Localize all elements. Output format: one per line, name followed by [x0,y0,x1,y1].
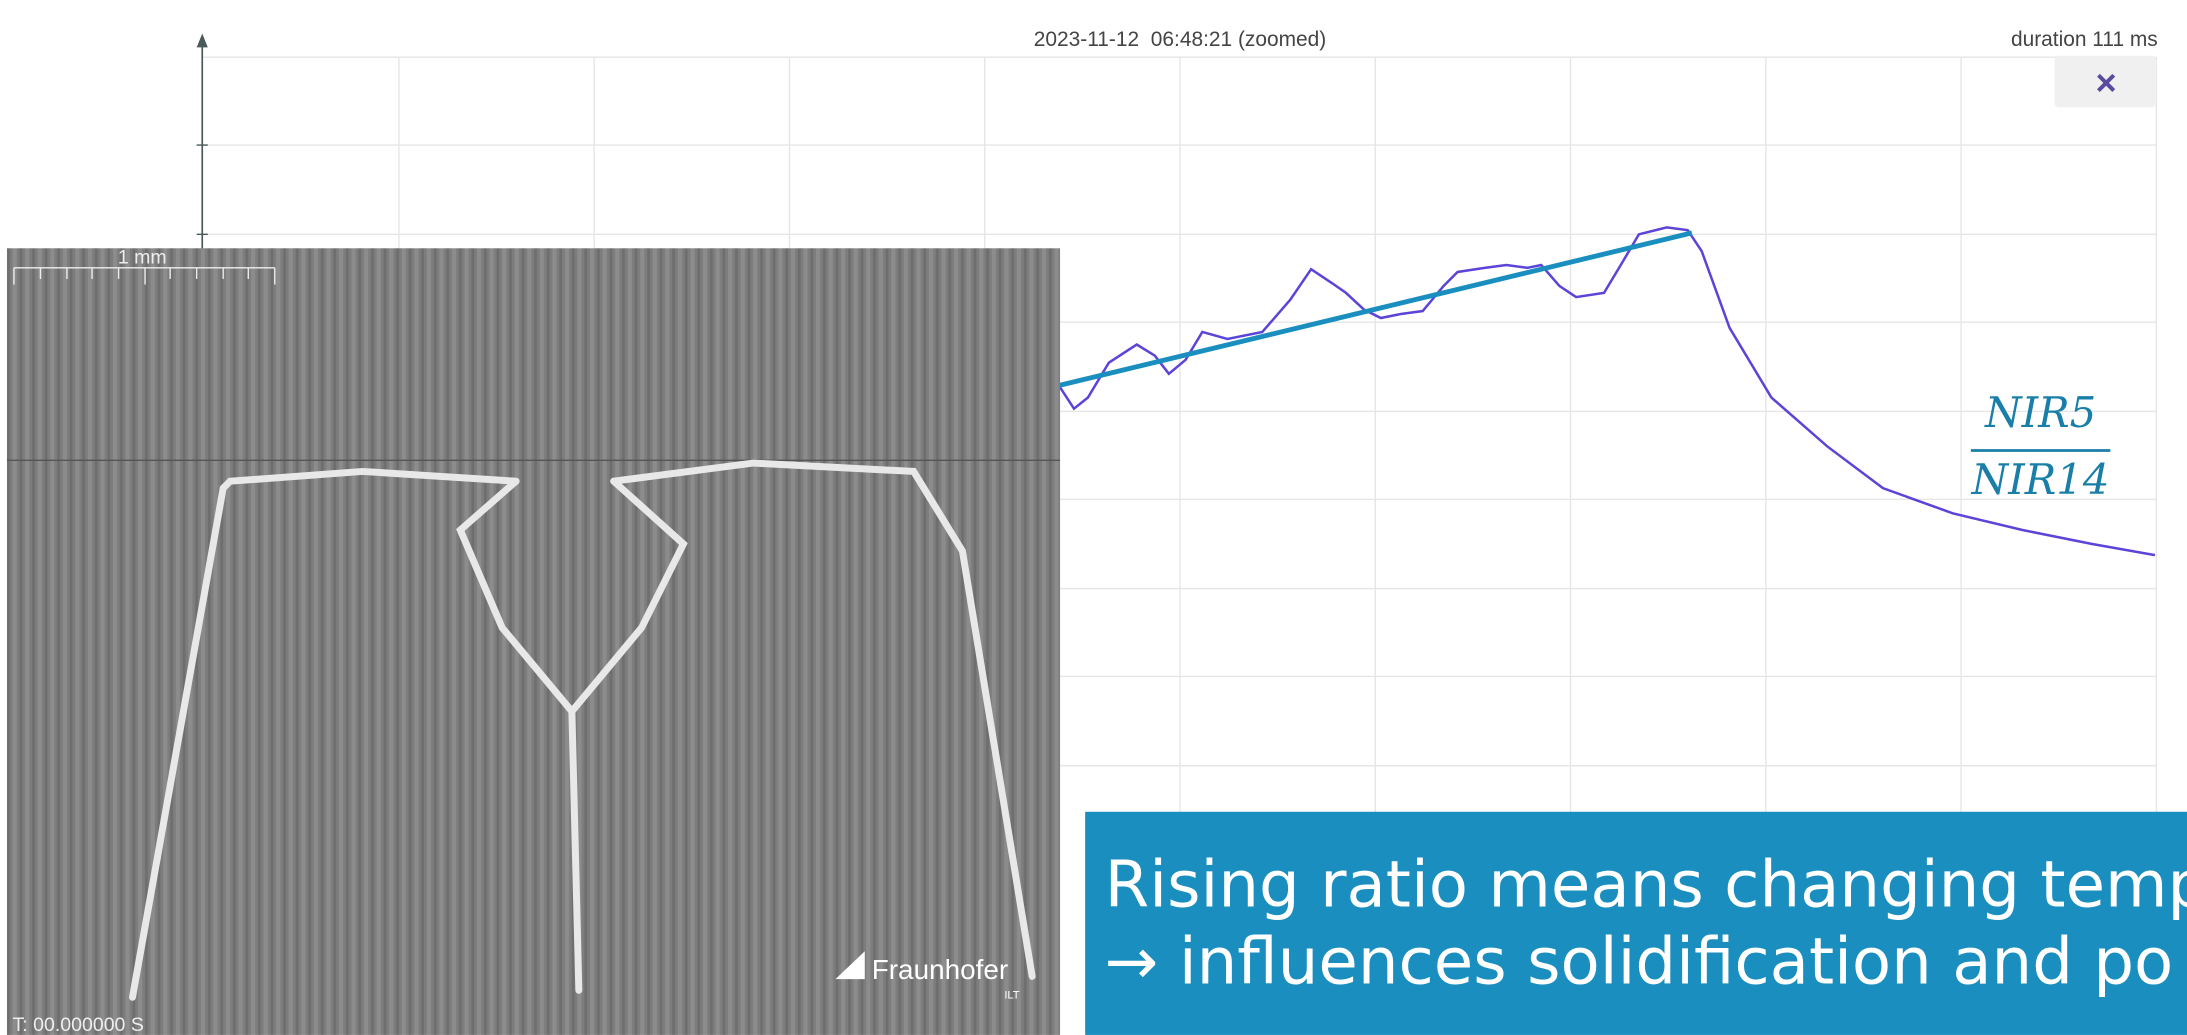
caption-line: → influences solidification and po [1105,924,2174,999]
caption-line: Rising ratio means changing temp [1105,848,2187,923]
time-label: T: 00.000000 S [13,1014,144,1035]
logo-sub: ILT [1004,990,1019,1002]
image-background [7,248,1060,1035]
scale-label: 1 mm [118,247,167,269]
screen: 2023-11-12 06:48:21 (zoomed) duration 11… [0,0,2187,1035]
trend-line [1032,233,1692,392]
logo: Fraunhofer [872,954,1008,985]
formula-numerator: NIR5 [1984,388,2096,437]
page: 2023-11-12 06:48:21 (zoomed) duration 11… [0,0,2187,1035]
formula-denominator: NIR14 [1971,455,2110,504]
axis-arrow [197,33,208,47]
microscope-image: 1 mm T: 00.000000 S Fraunhofer ILT [7,247,1060,1035]
close-icon[interactable]: × [2096,62,2117,103]
duration: duration 111 ms [2011,28,2158,51]
timestamp: 2023-11-12 06:48:21 (zoomed) [1034,28,1327,51]
